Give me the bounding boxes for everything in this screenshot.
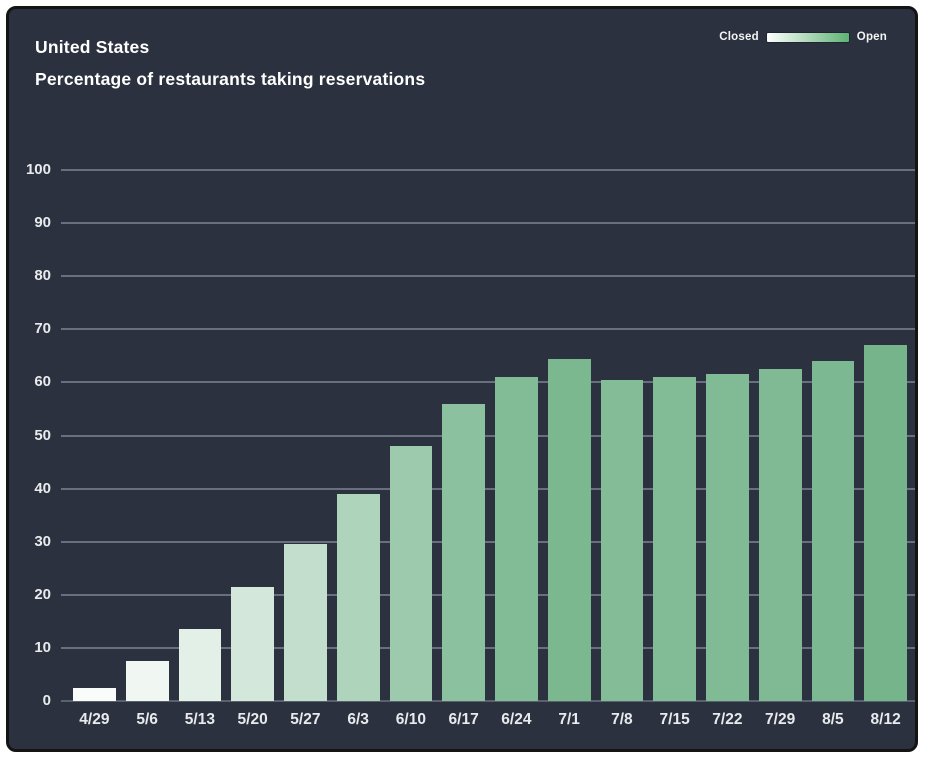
y-tick-label-50: 50 bbox=[34, 426, 51, 444]
x-tick-label-5/27: 5/27 bbox=[290, 711, 321, 728]
bar-7/22 bbox=[706, 374, 749, 701]
y-tick-label-70: 70 bbox=[34, 320, 51, 338]
gridline-90 bbox=[61, 222, 915, 225]
y-tick-label-40: 40 bbox=[34, 479, 51, 497]
chart-card: United States Percentage of restaurants … bbox=[6, 6, 918, 752]
legend-open-label: Open bbox=[856, 31, 887, 43]
x-axis-labels: 4/29 5/6 5/13 5/20 5/27 6/3 6/10 6/17 6/24 7/1 7/8… bbox=[61, 709, 915, 731]
chart-title: United States bbox=[35, 37, 150, 57]
y-tick-label-20: 20 bbox=[34, 585, 51, 603]
legend-closed-label: Closed bbox=[719, 31, 759, 43]
bar-6/17 bbox=[442, 403, 485, 701]
gridline-50 bbox=[61, 434, 915, 437]
bar-7/8 bbox=[600, 379, 644, 701]
x-tick-label-6/24: 6/24 bbox=[501, 711, 532, 728]
bar-8/5 bbox=[811, 361, 855, 701]
bar-7/1 bbox=[547, 358, 591, 701]
bar-5/13 bbox=[178, 629, 222, 701]
x-tick-label-7/29: 7/29 bbox=[765, 711, 796, 728]
x-tick-label-7/8: 7/8 bbox=[611, 711, 633, 728]
chart-header: United States Percentage of restaurants … bbox=[35, 31, 425, 95]
x-tick-label-5/13: 5/13 bbox=[184, 711, 215, 728]
y-tick-label-0: 0 bbox=[42, 692, 51, 709]
y-tick-label-60: 60 bbox=[34, 373, 51, 391]
plot-area bbox=[61, 169, 915, 702]
gridline-20 bbox=[61, 593, 915, 596]
gridline-30 bbox=[61, 540, 915, 543]
y-tick-label-10: 10 bbox=[34, 638, 51, 656]
legend-gradient-bar bbox=[766, 32, 849, 42]
bar-series bbox=[61, 170, 915, 701]
x-tick-label-6/17: 6/17 bbox=[448, 711, 479, 728]
bar-6/24 bbox=[495, 377, 538, 701]
x-tick-label-5/6: 5/6 bbox=[136, 711, 158, 728]
gridline-100 bbox=[61, 169, 915, 171]
bar-6/10 bbox=[389, 446, 433, 701]
bar-5/6 bbox=[125, 661, 169, 701]
bar-4/29 bbox=[73, 687, 116, 701]
bar-6/3 bbox=[336, 493, 380, 701]
bar-5/20 bbox=[231, 586, 274, 701]
gridline-0 bbox=[61, 700, 915, 702]
gridline-40 bbox=[61, 487, 915, 490]
gridline-60 bbox=[61, 381, 915, 384]
x-tick-label-7/22: 7/22 bbox=[712, 711, 743, 728]
x-tick-label-4/29: 4/29 bbox=[79, 711, 110, 728]
x-tick-label-8/12: 8/12 bbox=[870, 711, 901, 728]
bar-7/29 bbox=[758, 369, 802, 701]
x-tick-label-7/1: 7/1 bbox=[558, 711, 580, 728]
bar-7/15 bbox=[653, 377, 696, 701]
x-tick-label-6/10: 6/10 bbox=[395, 711, 426, 728]
y-tick-label-100: 100 bbox=[25, 161, 51, 178]
color-scale-legend: Closed Open bbox=[719, 31, 887, 43]
x-tick-label-7/15: 7/15 bbox=[659, 711, 690, 728]
y-axis-labels: 0 10 20 30 40 50 60 70 80 90 100 bbox=[9, 161, 51, 709]
bar-5/27 bbox=[284, 544, 327, 701]
y-tick-label-30: 30 bbox=[34, 532, 51, 550]
y-tick-label-90: 90 bbox=[34, 214, 51, 232]
x-tick-label-8/5: 8/5 bbox=[822, 711, 844, 728]
x-tick-label-5/20: 5/20 bbox=[237, 711, 268, 728]
bar-8/12 bbox=[864, 345, 907, 701]
gridline-80 bbox=[61, 275, 915, 278]
gridline-70 bbox=[61, 328, 915, 331]
chart-subtitle: Percentage of restaurants taking reserva… bbox=[35, 69, 426, 89]
x-tick-label-6/3: 6/3 bbox=[347, 711, 369, 728]
gridline-10 bbox=[61, 646, 915, 649]
y-tick-label-80: 80 bbox=[34, 267, 51, 285]
